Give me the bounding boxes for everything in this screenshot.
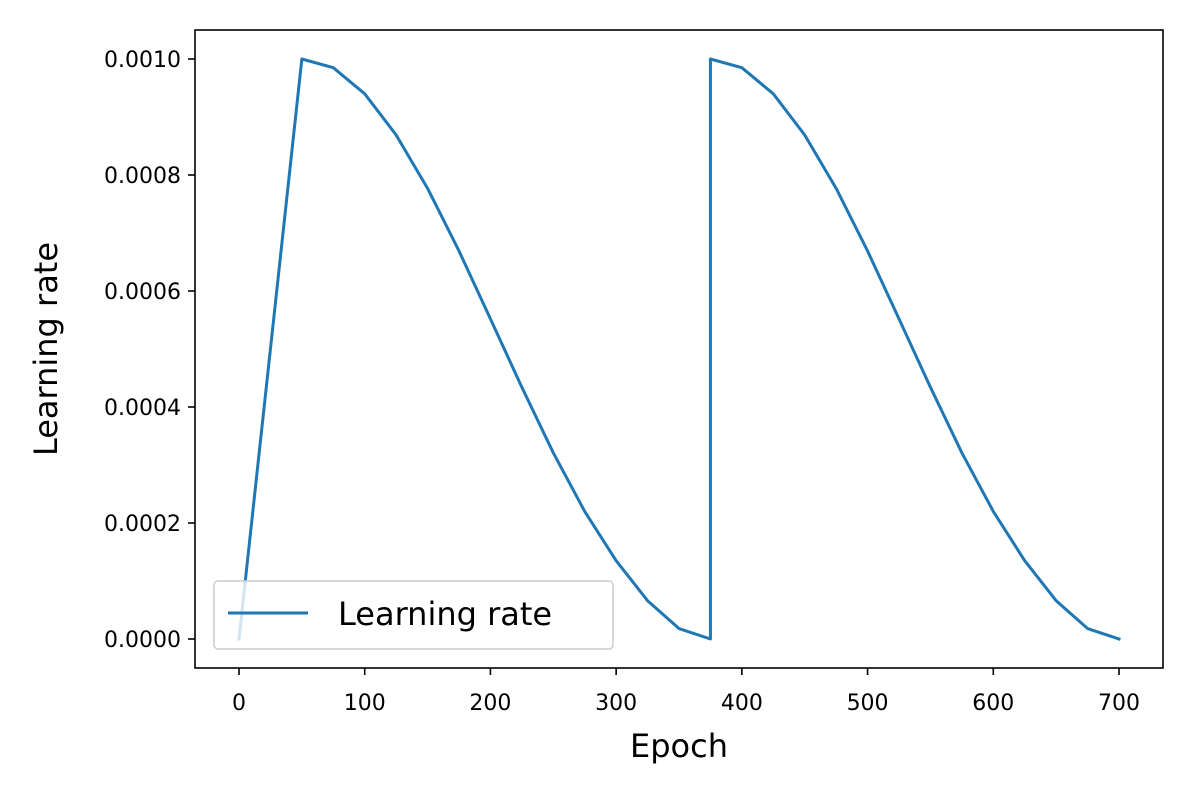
y-tick-label: 0.0006: [104, 280, 181, 305]
legend-box: [213, 580, 614, 650]
x-tick-label: 500: [847, 691, 889, 716]
x-tick-label: 700: [1098, 691, 1140, 716]
y-axis-title: Learning rate: [27, 242, 65, 456]
y-tick-label: 0.0010: [104, 48, 181, 73]
axes-frame: [194, 29, 1164, 669]
legend: Learning rate: [213, 580, 614, 650]
y-tick-label: 0.0002: [104, 512, 181, 537]
y-tick-label: 0.0000: [104, 628, 181, 653]
axes: 0 100 200 300 400 500 600 700 0.0000 0.0002 0.0004…: [104, 29, 1164, 716]
x-tick-label: 0: [232, 691, 246, 716]
y-tick-label: 0.0004: [104, 396, 181, 421]
x-tick-label: 200: [469, 691, 511, 716]
series-line-0: [237, 57, 1121, 641]
y-tick-label: 0.0008: [104, 164, 181, 189]
x-tick-label: 600: [972, 691, 1014, 716]
legend-label: Learning rate: [338, 595, 552, 633]
plot-area: [237, 57, 1121, 641]
x-tick-label: 100: [344, 691, 386, 716]
x-tick-label: 400: [721, 691, 763, 716]
x-tick-label: 300: [595, 691, 637, 716]
x-axis-title: Epoch: [630, 727, 728, 765]
